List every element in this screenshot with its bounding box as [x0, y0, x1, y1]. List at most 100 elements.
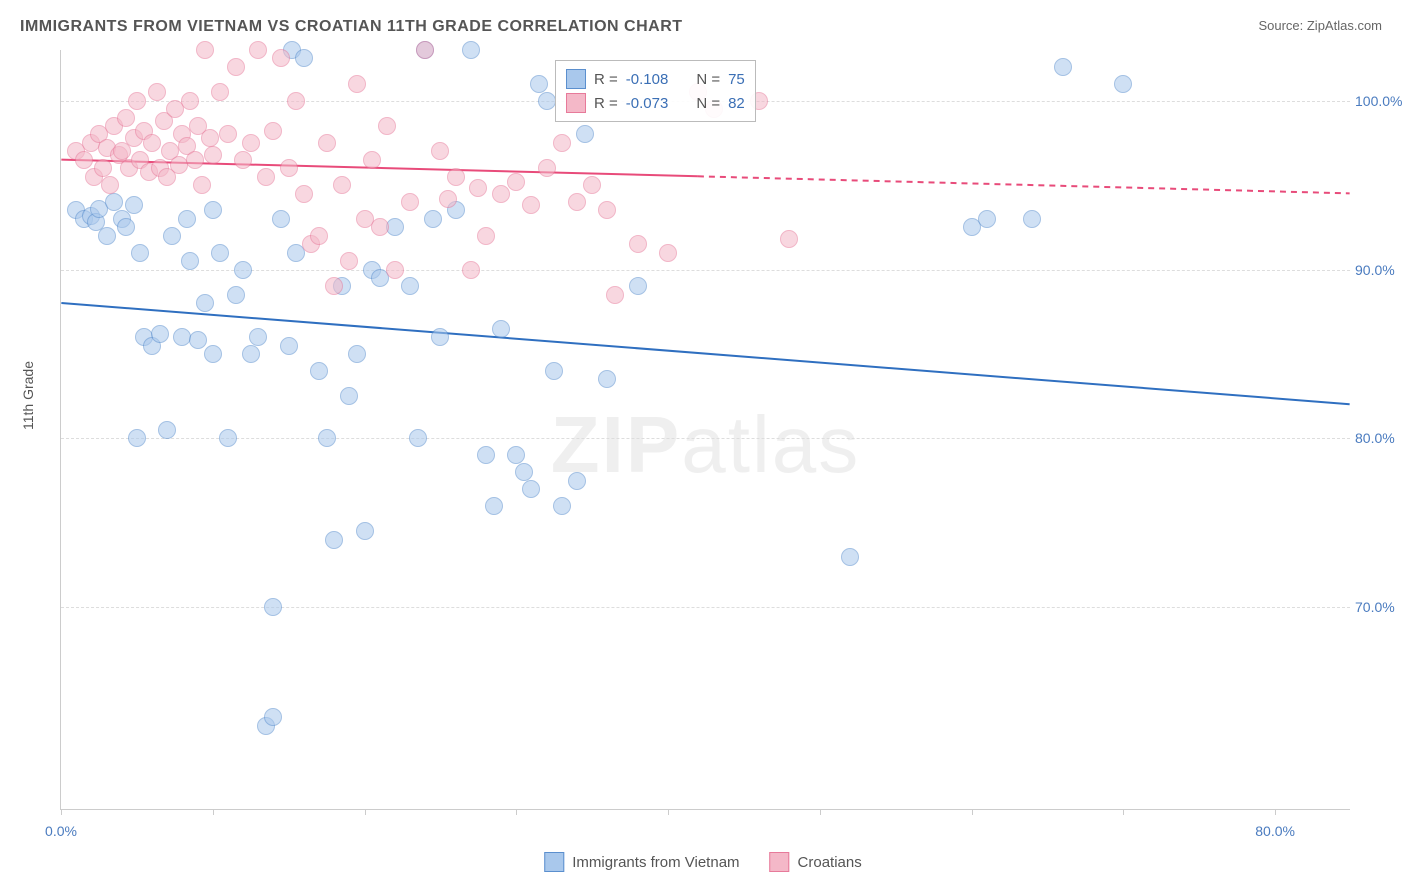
scatter-point-croatians [287, 92, 305, 110]
scatter-point-croatians [780, 230, 798, 248]
scatter-point-croatians [295, 185, 313, 203]
x-tick [1275, 809, 1276, 815]
chart-title: IMMIGRANTS FROM VIETNAM VS CROATIAN 11TH… [20, 18, 683, 36]
scatter-point-croatians [193, 176, 211, 194]
x-tick [972, 809, 973, 815]
x-tick [1123, 809, 1124, 815]
legend-label: Croatians [798, 854, 862, 871]
scatter-point-croatians [181, 92, 199, 110]
scatter-point-vietnam [264, 708, 282, 726]
scatter-point-vietnam [219, 429, 237, 447]
scatter-point-croatians [416, 41, 434, 59]
scatter-point-croatians [378, 117, 396, 135]
scatter-point-croatians [117, 109, 135, 127]
scatter-point-vietnam [98, 227, 116, 245]
scatter-point-croatians [431, 142, 449, 160]
x-tick [365, 809, 366, 815]
n-label: N = [696, 71, 720, 88]
y-tick-label: 80.0% [1355, 430, 1406, 446]
scatter-point-croatians [148, 83, 166, 101]
scatter-point-croatians [568, 193, 586, 211]
scatter-point-croatians [310, 227, 328, 245]
x-tick [668, 809, 669, 815]
scatter-point-croatians [522, 196, 540, 214]
scatter-point-croatians [143, 134, 161, 152]
watermark: ZIPatlas [551, 399, 860, 491]
scatter-point-vietnam [242, 345, 260, 363]
scatter-point-vietnam [1054, 58, 1072, 76]
scatter-point-vietnam [117, 218, 135, 236]
scatter-point-vietnam [492, 320, 510, 338]
scatter-point-vietnam [249, 328, 267, 346]
scatter-point-vietnam [553, 497, 571, 515]
scatter-point-vietnam [234, 261, 252, 279]
scatter-point-croatians [186, 151, 204, 169]
x-tick-label: 0.0% [45, 823, 77, 839]
scatter-point-vietnam [178, 210, 196, 228]
scatter-point-croatians [234, 151, 252, 169]
scatter-point-croatians [242, 134, 260, 152]
legend-label: Immigrants from Vietnam [572, 854, 739, 871]
scatter-point-croatians [264, 122, 282, 140]
scatter-point-vietnam [204, 345, 222, 363]
scatter-point-vietnam [424, 210, 442, 228]
r-value: -0.108 [626, 71, 669, 88]
trend-lines [61, 50, 1350, 809]
stats-row-vietnam: R = -0.108N = 75 [566, 67, 745, 91]
scatter-point-vietnam [530, 75, 548, 93]
gridline-h [61, 270, 1350, 271]
scatter-point-vietnam [105, 193, 123, 211]
scatter-point-vietnam [515, 463, 533, 481]
scatter-point-vietnam [163, 227, 181, 245]
scatter-point-croatians [447, 168, 465, 186]
scatter-point-vietnam [295, 49, 313, 67]
scatter-point-vietnam [431, 328, 449, 346]
x-tick [820, 809, 821, 815]
x-tick [516, 809, 517, 815]
scatter-point-croatians [201, 129, 219, 147]
legend-swatch [566, 69, 586, 89]
r-value: -0.073 [626, 95, 669, 112]
scatter-point-croatians [101, 176, 119, 194]
scatter-point-croatians [325, 277, 343, 295]
scatter-point-croatians [204, 146, 222, 164]
scatter-point-vietnam [841, 548, 859, 566]
scatter-point-vietnam [598, 370, 616, 388]
scatter-point-vietnam [356, 522, 374, 540]
scatter-point-vietnam [538, 92, 556, 110]
scatter-point-croatians [606, 286, 624, 304]
scatter-point-vietnam [522, 480, 540, 498]
x-tick-label: 80.0% [1255, 823, 1295, 839]
scatter-point-vietnam [348, 345, 366, 363]
scatter-point-croatians [363, 151, 381, 169]
r-label: R = [594, 95, 618, 112]
scatter-point-vietnam [318, 429, 336, 447]
y-tick-label: 100.0% [1355, 93, 1406, 109]
scatter-point-vietnam [629, 277, 647, 295]
scatter-point-croatians [227, 58, 245, 76]
scatter-point-croatians [348, 75, 366, 93]
stats-row-croatians: R = -0.073N = 82 [566, 91, 745, 115]
scatter-point-vietnam [477, 446, 495, 464]
scatter-point-vietnam [131, 244, 149, 262]
scatter-point-croatians [249, 41, 267, 59]
scatter-point-vietnam [340, 387, 358, 405]
scatter-point-vietnam [545, 362, 563, 380]
scatter-point-croatians [257, 168, 275, 186]
legend-item: Immigrants from Vietnam [544, 852, 739, 872]
scatter-point-croatians [469, 179, 487, 197]
scatter-point-vietnam [151, 325, 169, 343]
gridline-h [61, 438, 1350, 439]
y-axis-label: 11th Grade [20, 361, 36, 430]
y-tick-label: 90.0% [1355, 262, 1406, 278]
scatter-point-vietnam [272, 210, 290, 228]
scatter-point-croatians [371, 218, 389, 236]
legend-swatch [770, 852, 790, 872]
scatter-point-vietnam [189, 331, 207, 349]
scatter-point-croatians [507, 173, 525, 191]
scatter-point-vietnam [211, 244, 229, 262]
scatter-point-croatians [386, 261, 404, 279]
scatter-point-vietnam [325, 531, 343, 549]
scatter-point-vietnam [227, 286, 245, 304]
legend-item: Croatians [770, 852, 862, 872]
